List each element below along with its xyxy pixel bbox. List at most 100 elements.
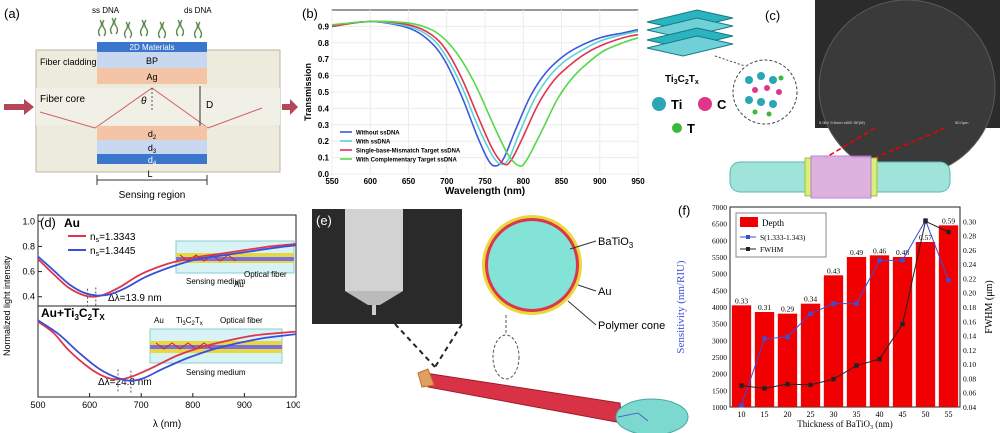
x-tick-label: 700: [134, 400, 149, 410]
y-tick-label: 0.8: [318, 39, 330, 48]
panel-a: (a) ss DNA ds DNA 2D Materials BP Ag Fib…: [0, 0, 300, 210]
bar-10: [938, 225, 959, 407]
atomic-zoom-circle: [732, 59, 798, 125]
y-tick-label: 0.1: [318, 154, 330, 163]
x-tick-label: 800: [517, 177, 531, 186]
x-tick-label: 950: [631, 177, 645, 186]
core-label: Fiber core: [40, 94, 85, 105]
top-series-2: [37, 244, 297, 297]
y-tick-label: 1000: [712, 403, 727, 412]
mxene-stack-icon: [646, 9, 734, 57]
bottom-series-1: [37, 320, 297, 381]
y-tick-label: 1.0: [22, 216, 35, 226]
layer-bp: [97, 52, 207, 68]
fiber-end-cap: [615, 398, 689, 433]
y2-tick-label: 0.30: [963, 217, 976, 226]
layer-d2-label: d2: [148, 129, 157, 141]
inset-sensing-top: Sensing medium: [186, 277, 246, 286]
layer-ag: [97, 68, 207, 84]
d-dimension-label: D: [206, 100, 213, 111]
x-tick-label: 600: [82, 400, 97, 410]
legend-label-depth: Depth: [762, 218, 784, 228]
layer-bp-label: BP: [146, 56, 158, 66]
layer-2d-materials-label: 2D Materials: [130, 43, 175, 52]
x-tick-label: 800: [185, 400, 200, 410]
sensing-region-label: Sensing region: [119, 190, 186, 201]
sensitivity-point-7: [877, 258, 882, 263]
y-tick-label: 0.4: [318, 104, 330, 113]
legend-label-s: S(1.333-1.343): [760, 233, 806, 242]
input-arrow-icon: [4, 99, 34, 115]
fwhm-point-5: [831, 376, 836, 382]
y2-tick-label: 0.26: [963, 246, 976, 255]
series-line-2: [331, 20, 639, 166]
y2-tick-label: 0.04: [963, 403, 976, 412]
panel-c: Ti3C2Tx Ti C T (c) 5.0kV 9.6mm x800 SE(M…: [645, 0, 1000, 210]
inset-fiber-top: Optical fiber: [244, 270, 287, 279]
zoom-ellipse: [492, 334, 520, 380]
fwhm-point-10: [946, 229, 951, 235]
series-line-3: [331, 20, 639, 166]
x-tick-label: 45: [899, 410, 907, 419]
length-label: L: [147, 169, 152, 179]
legend-label-3: Single-base-Mismatch Target ssDNA: [356, 149, 461, 155]
ds-dna-label: ds DNA: [184, 6, 212, 15]
y-tick-label: 0.0: [318, 170, 330, 179]
bar-label-3: 0.29: [781, 305, 794, 314]
y-tick-label: 5500: [712, 253, 727, 262]
bar-6: [846, 257, 867, 407]
bar-label-9: 0.57: [919, 233, 932, 242]
theta-label: θ: [141, 96, 147, 107]
y2-tick-label: 0.22: [963, 274, 976, 283]
fiber-core: [36, 88, 280, 125]
legend-swatch-depth: [740, 217, 758, 227]
panel-e-diagram: (e) BaTiO3 Au Polymer cone: [312, 209, 689, 433]
legend-c: C: [717, 97, 727, 112]
y-tick-label: 6500: [712, 220, 727, 229]
y2-tick-label: 0.28: [963, 232, 976, 241]
bar-8: [892, 257, 913, 407]
x-axis-title-d: λ (nm): [153, 419, 181, 430]
panel-e: (e) BaTiO3 Au Polymer cone: [300, 205, 695, 433]
sensitivity-chart: (f) 1000 1500 2000 2500 3000 3500 4000 4500 5000…: [675, 203, 995, 431]
legend-label-4: With Complementary Target ssDNA: [356, 158, 458, 164]
y-tick-label: 0.5: [318, 88, 330, 97]
y-tick-label: 2500: [712, 353, 727, 362]
y-tick-label: 0.2: [318, 137, 330, 146]
y2-tick-label: 0.18: [963, 303, 976, 312]
x-tick-label: 750: [478, 177, 492, 186]
panel-d-title-top: Au: [64, 216, 80, 230]
x-tick-label: 900: [593, 177, 607, 186]
bar-2: [754, 312, 775, 407]
bar-7: [869, 255, 890, 407]
fwhm-point-9: [923, 219, 928, 224]
x-tick-label: 500: [30, 400, 45, 410]
panel-d-title-bottom: Au+Ti3C2TX: [41, 306, 105, 322]
bar-1: [731, 305, 752, 407]
bar-9: [915, 242, 936, 407]
inset-sensing-bottom: Sensing medium: [186, 368, 246, 377]
y2-tick-label: 0.06: [963, 389, 976, 398]
sem-scale: 50.0μm: [955, 120, 969, 125]
fwhm-point-6: [854, 363, 859, 368]
y-tick-label: 0.7: [318, 55, 330, 64]
x-tick-label: 550: [325, 177, 339, 186]
x-tick-label: 20: [784, 410, 792, 419]
au-label: Au: [598, 286, 611, 298]
y2-tick-label: 0.14: [963, 332, 976, 341]
y-tick-label: 0.4: [22, 292, 35, 302]
y2-tick-label: 0.20: [963, 289, 976, 298]
x-tick-label: 40: [876, 410, 884, 419]
top-series-1: [37, 243, 297, 298]
layer-d3-label: d3: [148, 143, 157, 155]
polymer-cone-fiber: [424, 372, 623, 424]
panel-f: (f) 1000 1500 2000 2500 3000 3500 4000 4500 5000…: [670, 195, 1000, 433]
sem-info: 5.0kV 9.6mm x800 SE(M): [819, 120, 865, 125]
x-tick-label: 850: [555, 177, 569, 186]
shift-top: Δλ=13.9 nm: [108, 293, 162, 304]
sensitivity-point-5: [831, 301, 836, 306]
fwhm-point-3: [785, 381, 790, 387]
y-tick-label: 7000: [712, 203, 727, 212]
series-line-4: [331, 20, 639, 167]
panel-d-label: (d): [40, 215, 56, 230]
